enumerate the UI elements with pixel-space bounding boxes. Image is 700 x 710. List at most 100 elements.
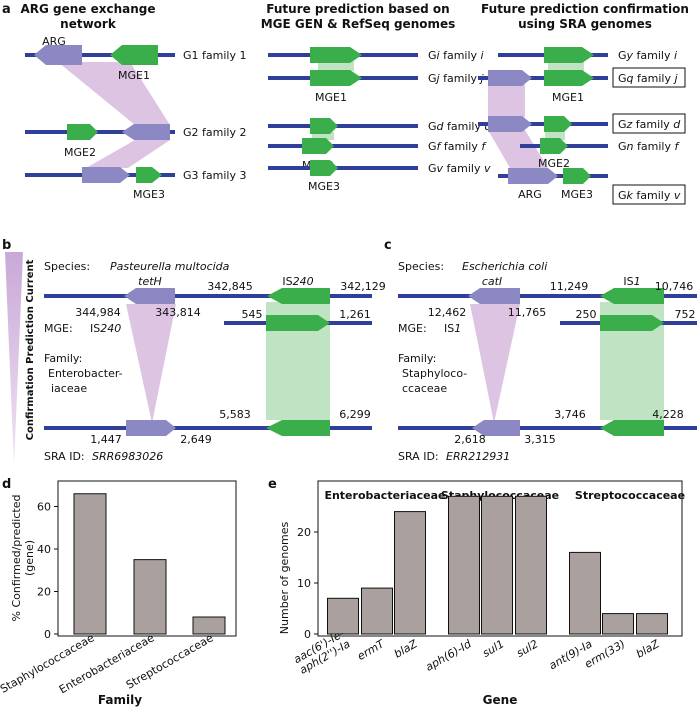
bar-blaz <box>636 613 668 635</box>
family-name-line2: iaceae <box>51 382 87 395</box>
species-label: Species: <box>44 260 90 273</box>
species-name: Pasteurella multocida <box>110 260 230 273</box>
family-name-line2: ccaceae <box>402 382 447 395</box>
genome-gf-label: Gf family f <box>428 140 487 153</box>
panel-letter-e: e <box>268 477 277 492</box>
genome-gz-label: Gz family d <box>618 118 681 131</box>
is1-arrow-current <box>600 288 664 304</box>
c3-mge2-link-band <box>545 132 565 140</box>
y-tick-label: 10 <box>297 577 311 590</box>
genome-gq-box <box>612 67 686 88</box>
col2-mge3-label: MGE3 <box>308 180 340 193</box>
col3-mge3-label: MGE3 <box>561 188 593 201</box>
col3-title-line1: Future prediction confirmation <box>481 2 689 16</box>
y-tick-label: 0 <box>304 628 311 641</box>
chart-e-ylabel: Number of genomes <box>278 522 291 635</box>
genome-g3-label: G3 family 3 <box>183 169 246 182</box>
genome-gk-label: Gk family v <box>618 189 681 202</box>
mge2-label: MGE2 <box>64 146 96 159</box>
panel-c: c Species: Escherichia coli catI IS1 11,… <box>384 238 697 463</box>
is-label: IS1 <box>623 275 640 288</box>
catI-arrow-current <box>468 288 520 304</box>
is240-arrow-current <box>267 288 330 304</box>
coord-label: 1,261 <box>339 308 371 321</box>
is240-arrow-sra <box>266 420 330 436</box>
genome-gi-label: Gi family i <box>428 49 484 62</box>
sra-id: SRR6983026 <box>92 450 163 463</box>
mge2-arrow-gf <box>302 138 334 154</box>
col3-mge2-label: MGE2 <box>538 157 570 170</box>
chart-d-ylabel-line1: % Confirmed/predicted <box>10 495 23 622</box>
chart-e-frame <box>317 480 683 637</box>
arg-arrow-gz <box>488 116 532 132</box>
genome-gv-label: Gv family v <box>428 162 491 175</box>
bar-enterobacteriaceae <box>133 559 167 635</box>
sra-label: SRA ID: <box>44 450 85 463</box>
mge2-link-band <box>312 132 334 140</box>
col2-title-line2: MGE GEN & RefSeq genomes <box>261 17 456 31</box>
coord-label: 3,746 <box>554 408 586 421</box>
chart-d-ylabel-line2: (gene) <box>23 540 36 576</box>
coord-label: 12,462 <box>428 306 467 319</box>
genome-gd-label: Gd family d <box>428 120 492 133</box>
is1-arrow-mge <box>600 315 664 331</box>
bar-staphylococcaceae <box>73 493 107 635</box>
chart-d: d % Confirmed/predicted (gene) Family 0 2… <box>0 477 237 707</box>
gene-label: catI <box>482 275 502 288</box>
bar-ant-9-ia <box>569 551 601 635</box>
family-label: Family: <box>44 352 82 365</box>
coord-label: 250 <box>576 308 597 321</box>
mge1-arrow-gj <box>310 70 362 86</box>
arg-arrow-g1 <box>34 45 82 65</box>
is1-arrow-sra <box>600 420 664 436</box>
tetH-arrow-sra <box>126 420 176 436</box>
coord-label: 342,845 <box>207 280 253 293</box>
x-tick-label: blaZ <box>392 637 420 661</box>
coord-label: 2,649 <box>180 433 212 446</box>
chart-d-xlabel: Family <box>98 693 142 707</box>
mge-label: MGE: <box>398 322 427 335</box>
bar-sul2 <box>515 495 547 635</box>
mge3-label: MGE3 <box>133 188 165 201</box>
x-tick-label: sul1 <box>480 637 506 660</box>
col2-title-line1: Future prediction based on <box>266 2 449 16</box>
col3-arg-label: ARG <box>518 188 542 201</box>
bar-sul1 <box>481 495 513 635</box>
genome-gn-label: Gn family f <box>618 140 680 153</box>
panel-a: a ARG gene exchange network ARG MGE1 G1 … <box>2 2 689 205</box>
coord-label: 5,583 <box>219 408 251 421</box>
bar-erm-33- <box>602 613 634 635</box>
genome-gk-box <box>612 184 686 205</box>
sra-label: SRA ID: <box>398 450 439 463</box>
col3-title-line2: using SRA genomes <box>518 17 652 31</box>
y-tick-label: 20 <box>37 586 51 599</box>
genome-gz-box <box>612 113 686 134</box>
is240-arrow-mge <box>266 315 330 331</box>
catI-transfer-band <box>470 304 520 423</box>
mge1-arrow-gy <box>544 47 594 63</box>
species-label: Species: <box>398 260 444 273</box>
sra-id: ERR212931 <box>446 450 510 463</box>
bar-aph-6-id <box>448 495 480 635</box>
bar-blaz <box>394 511 426 635</box>
mge1-arrow-gq <box>544 70 594 86</box>
mge3-arrow-gv <box>310 160 338 176</box>
arg-arrow-gk <box>508 168 558 184</box>
mge2-arrow-gn <box>540 138 568 154</box>
coord-label: 10,746 <box>655 280 694 293</box>
chart-d-frame <box>57 480 237 637</box>
arg-arrow-g2 <box>122 124 170 140</box>
mge2-arrow-gd <box>310 118 338 134</box>
coord-label: 752 <box>675 308 696 321</box>
mge3-arrow-g3 <box>136 167 162 183</box>
arg-arrow-g3 <box>82 167 130 183</box>
genome-g1-label: G1 family 1 <box>183 49 246 62</box>
arg-label: ARG <box>42 35 66 48</box>
x-tick-label: ermT <box>355 637 387 663</box>
family-label: Family: <box>398 352 436 365</box>
mge1-link-band <box>318 61 354 71</box>
tetH-transfer-band <box>126 304 176 423</box>
coord-label: 343,814 <box>155 306 201 319</box>
genome-gj-label: Gj family j <box>428 72 485 85</box>
